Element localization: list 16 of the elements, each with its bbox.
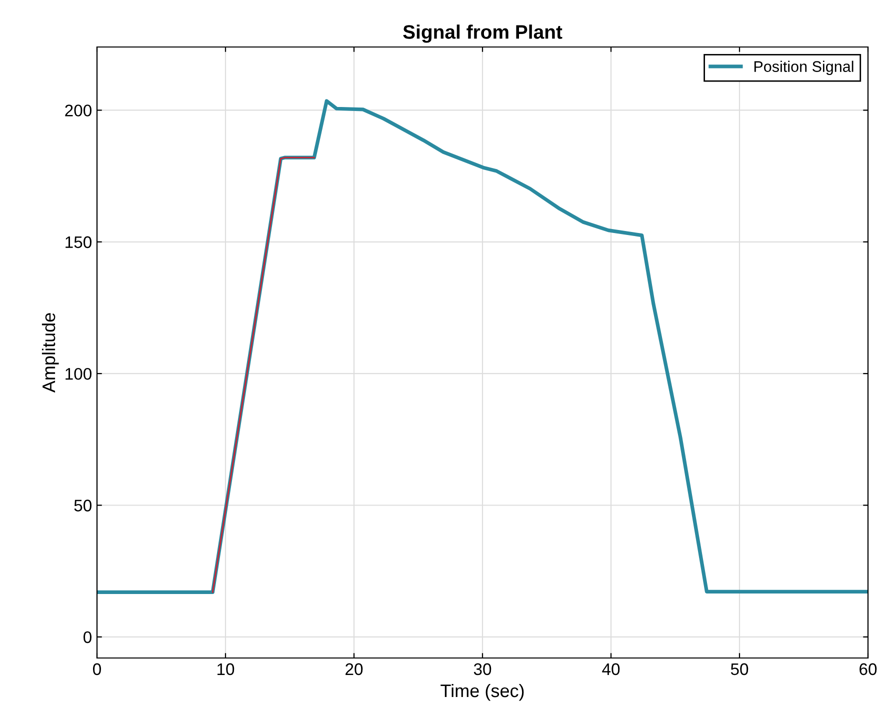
- x-tick-label: 10: [218, 663, 234, 676]
- y-axis-title: Amplitude: [42, 313, 59, 393]
- x-tick-label: 0: [93, 663, 101, 676]
- x-tick-label: 60: [860, 663, 877, 676]
- y-tick-label: 0: [84, 631, 92, 644]
- x-axis-title: Time (sec): [440, 684, 524, 701]
- x-tick-label: 20: [346, 663, 363, 676]
- chart-title: Signal from Plant: [403, 24, 562, 43]
- y-tick-label: 150: [66, 236, 92, 248]
- x-tick-label: 50: [730, 663, 748, 676]
- x-tick-label: 40: [602, 663, 620, 676]
- y-tick-label: 200: [65, 104, 92, 116]
- legend-label: Position Signal: [754, 60, 854, 75]
- x-tick-label: 30: [474, 663, 492, 676]
- y-tick-label: 100: [66, 368, 92, 380]
- y-tick-label: 50: [74, 500, 92, 512]
